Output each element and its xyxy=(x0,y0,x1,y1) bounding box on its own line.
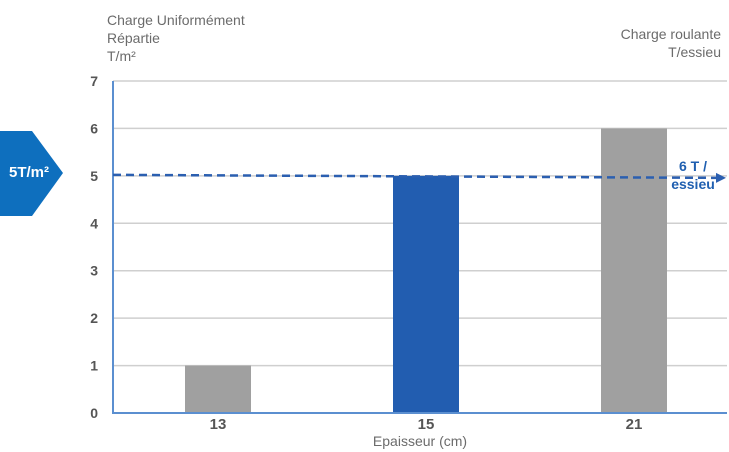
bars xyxy=(185,128,667,413)
y-tick-label: 2 xyxy=(90,310,98,326)
x-tick-label: 15 xyxy=(418,416,435,433)
marker-arrow-shape xyxy=(0,131,63,216)
y-tick-label: 6 xyxy=(90,120,98,136)
tick-labels: 0 1 2 3 4 5 6 7 13 15 21 xyxy=(90,73,642,433)
secondary-axis-title: Charge roulante T/essieu xyxy=(621,25,721,61)
axes xyxy=(112,81,727,414)
y-tick-label: 3 xyxy=(90,263,98,279)
reference-line-label-line-2: essieu xyxy=(671,176,715,192)
reference-line-label-line-1: 6 T / xyxy=(678,158,707,174)
y-tick-label: 7 xyxy=(90,73,98,89)
y-tick-label: 4 xyxy=(90,215,98,231)
reference-line-group xyxy=(112,172,726,183)
reference-line-label: 6 T / essieu xyxy=(658,157,728,193)
y-tick-label: 0 xyxy=(90,405,98,421)
reference-line xyxy=(112,173,717,180)
secondary-axis-title-line-2: T/essieu xyxy=(668,44,721,60)
x-axis-title: Epaisseur (cm) xyxy=(372,433,468,449)
bar-21 xyxy=(601,128,667,413)
secondary-axis-title-line-1: Charge roulante xyxy=(620,26,721,42)
threshold-marker: 5T/m² xyxy=(0,131,63,216)
x-tick-label: 13 xyxy=(210,416,227,433)
y-axis-title-line-1: Charge Uniformément xyxy=(107,12,245,28)
y-axis-title-line-3: T/m² xyxy=(107,48,136,64)
y-tick-label: 5 xyxy=(90,168,98,184)
y-axis-title-line-2: Répartie xyxy=(107,30,160,46)
bar-13 xyxy=(185,365,251,413)
y-axis-title: Charge Uniformément Répartie T/m² xyxy=(107,11,245,65)
marker-label: 5T/m² xyxy=(9,164,50,181)
y-tick-label: 1 xyxy=(90,358,98,374)
x-tick-label: 21 xyxy=(626,416,643,433)
reference-line-arrowhead xyxy=(716,172,726,183)
bar-15 xyxy=(393,175,459,413)
